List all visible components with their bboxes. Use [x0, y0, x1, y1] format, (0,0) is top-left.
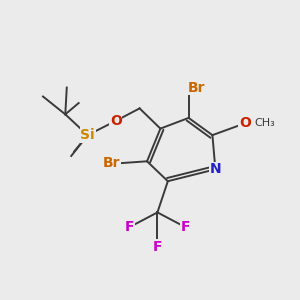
Text: Br: Br	[187, 81, 205, 94]
Text: F: F	[181, 220, 190, 234]
Text: F: F	[153, 240, 162, 254]
Text: Br: Br	[103, 156, 120, 170]
Text: Si: Si	[80, 128, 95, 142]
Text: O: O	[239, 116, 251, 130]
Text: F: F	[124, 220, 134, 234]
Text: N: N	[210, 162, 221, 176]
Text: O: O	[110, 114, 122, 128]
Text: CH₃: CH₃	[254, 118, 275, 128]
